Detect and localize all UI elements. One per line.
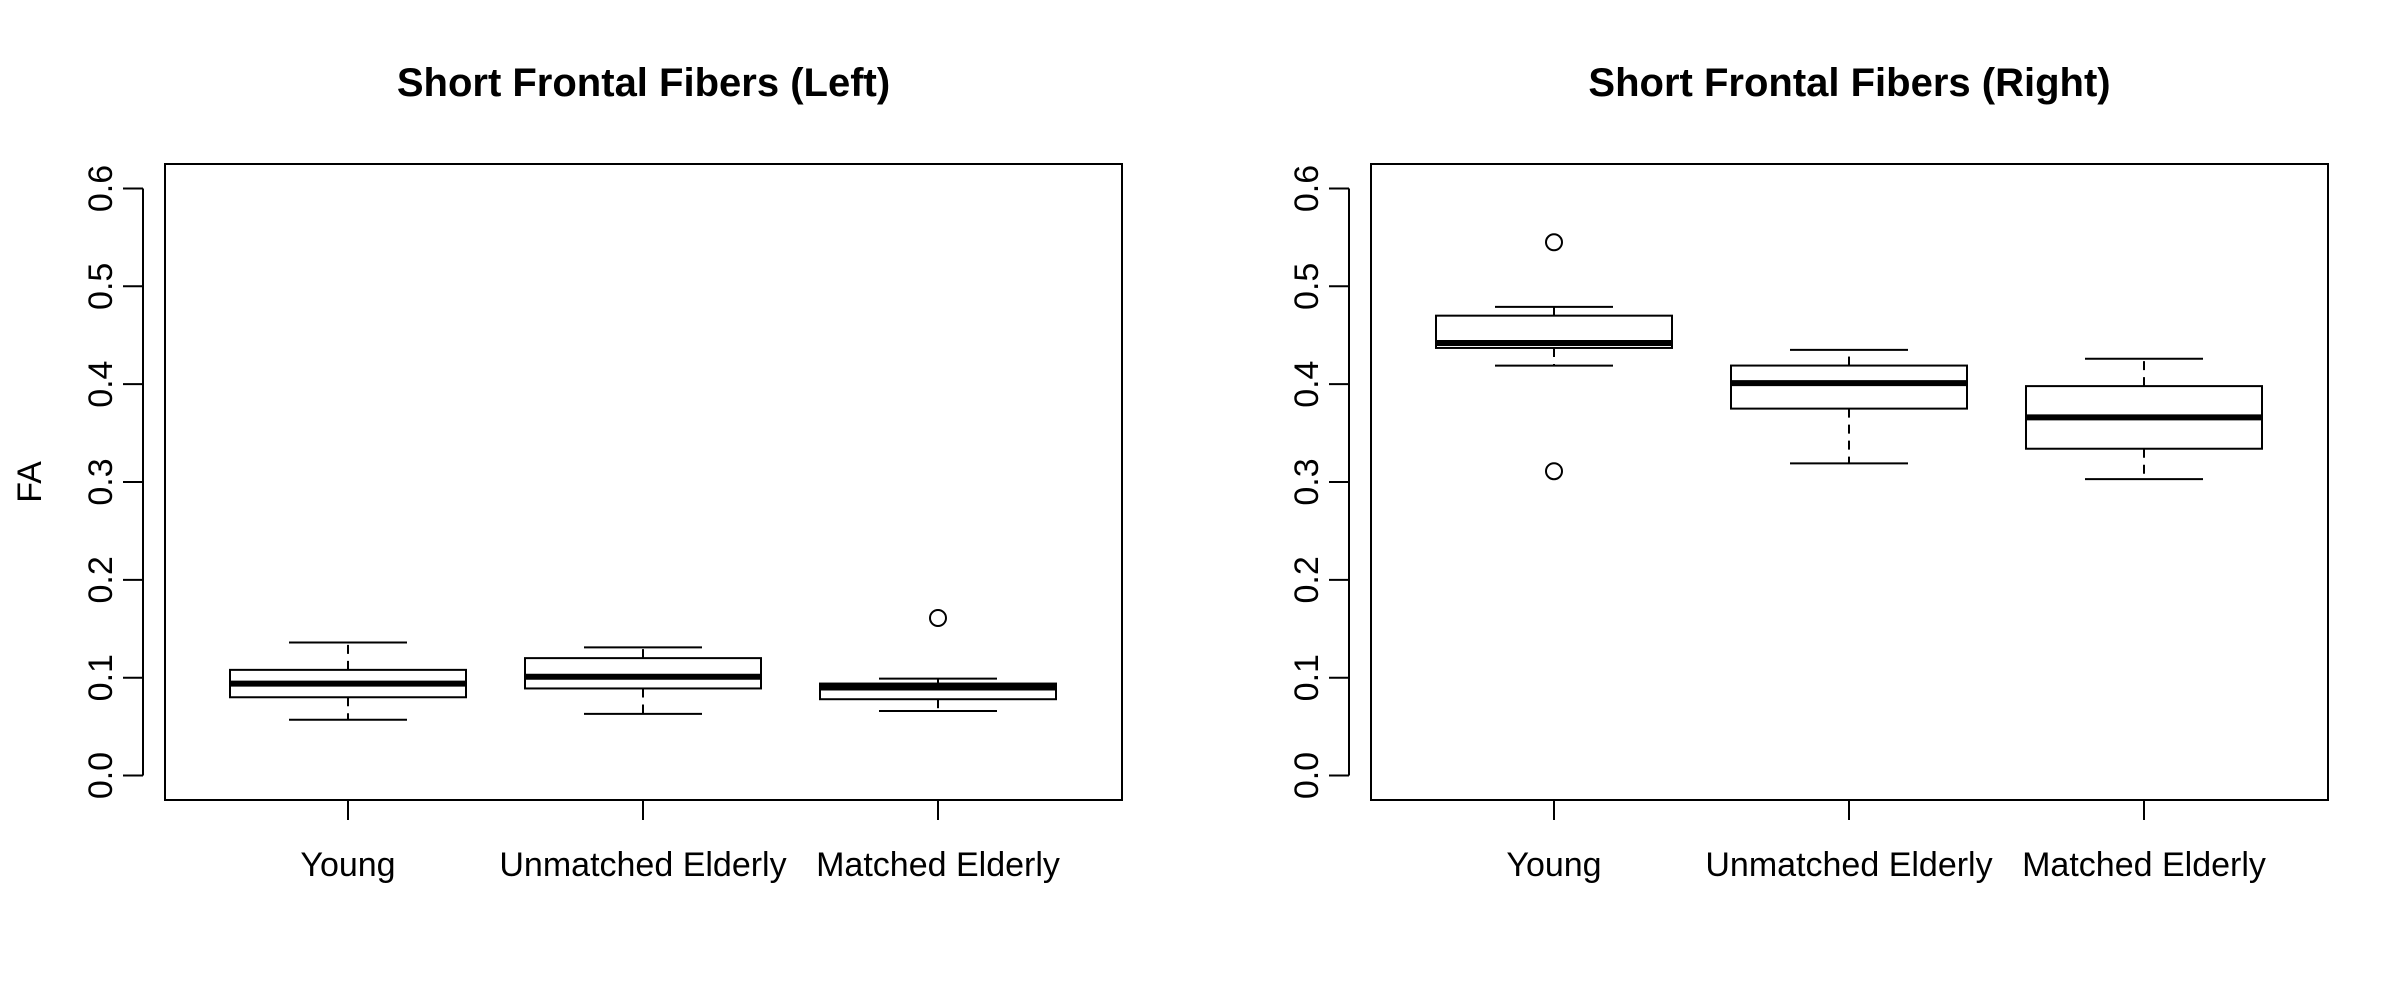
outlier-point	[1545, 462, 1563, 481]
outlier-point	[1545, 233, 1563, 252]
outlier-point	[929, 609, 947, 628]
y-axis-label: FA	[11, 461, 49, 503]
chart-panel-2: Short Frontal Fibers (Right) 0.0 0.1 0.2 0.3…	[1288, 61, 2329, 884]
y-tick-label: 0.6	[1288, 165, 1326, 212]
y-tick-label: 0.4	[82, 361, 120, 408]
box-1: Young	[1435, 233, 1673, 884]
box-2: Unmatched Elderly	[1705, 348, 1993, 884]
chart-title: Short Frontal Fibers (Left)	[397, 61, 890, 105]
iqr-box	[524, 657, 762, 690]
y-tick-label: 0.5	[1288, 263, 1326, 310]
iqr-box	[1730, 364, 1968, 410]
y-tick-label: 0.0	[82, 752, 120, 799]
box-3: Matched Elderly	[2022, 357, 2266, 884]
chart-title: Short Frontal Fibers (Right)	[1588, 61, 2110, 105]
box-1: Young	[229, 641, 467, 884]
x-tick-label: Young	[300, 846, 395, 884]
y-tick-label: 0.6	[82, 165, 120, 212]
x-tick-label: Unmatched Elderly	[499, 846, 786, 884]
box-2: Unmatched Elderly	[499, 646, 787, 884]
y-tick-label: 0.2	[82, 556, 120, 603]
y-tick-label: 0.5	[82, 263, 120, 310]
plot-frame	[1370, 163, 2329, 801]
x-tick-label: Matched Elderly	[816, 846, 1060, 884]
chart-panel-1: Short Frontal Fibers (Left) 0.0 0.1 0.2 0.3 0…	[11, 61, 1123, 884]
box-3: Matched Elderly	[816, 609, 1060, 884]
y-tick-label: 0.1	[1288, 654, 1326, 701]
y-tick-label: 0.0	[1288, 752, 1326, 799]
y-tick-label: 0.1	[82, 654, 120, 701]
y-tick-label: 0.3	[1288, 458, 1326, 505]
x-tick-label: Unmatched Elderly	[1705, 846, 1992, 884]
y-tick-label: 0.3	[82, 458, 120, 505]
x-tick-label: Young	[1506, 846, 1601, 884]
x-tick-label: Matched Elderly	[2022, 846, 2266, 884]
y-tick-label: 0.2	[1288, 556, 1326, 603]
y-tick-label: 0.4	[1288, 361, 1326, 408]
